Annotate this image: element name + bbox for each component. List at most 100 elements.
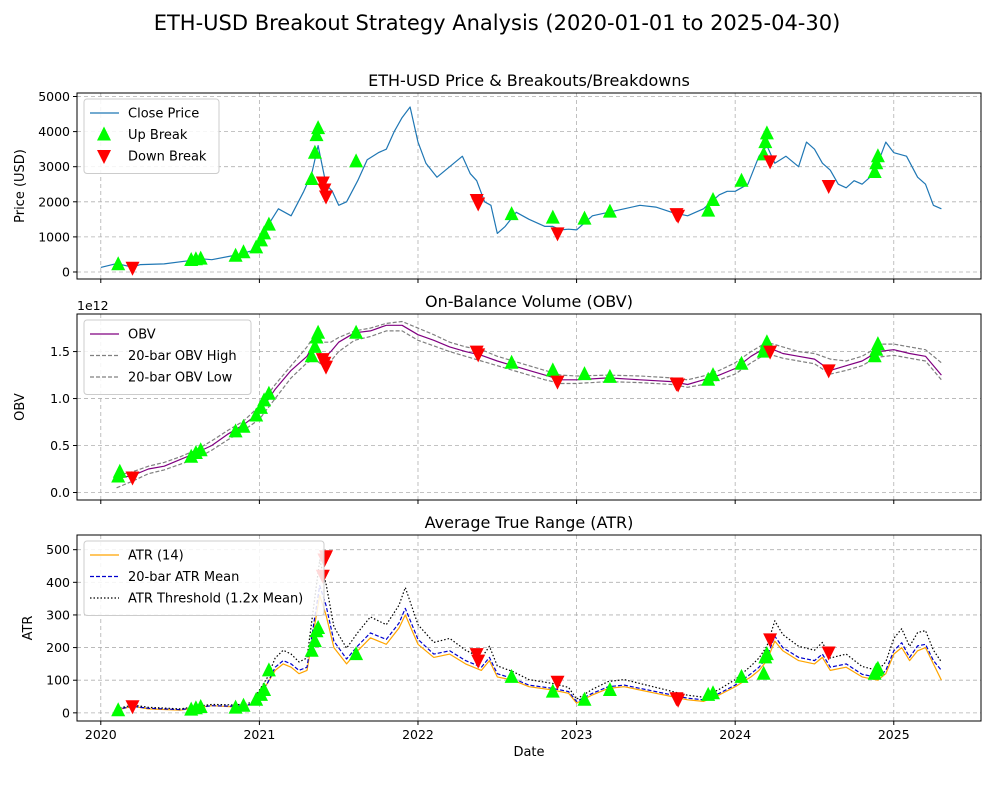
down-break-marker (671, 693, 686, 708)
obv-exponent-label: 1e12 (77, 298, 109, 313)
down-break-marker (471, 197, 486, 212)
price-ytick-label: 0 (62, 264, 70, 279)
up-break-marker (112, 463, 127, 478)
down-break-marker (671, 209, 686, 224)
up-break-marker (193, 699, 208, 713)
price-series-close-price (100, 106, 942, 268)
up-break-marker (602, 682, 617, 696)
atr-ytick-label: 200 (46, 640, 70, 655)
up-break-marker (545, 362, 560, 377)
legend-label: 20-bar OBV High (128, 349, 237, 364)
down-break-marker (821, 364, 836, 379)
legend-label: Close Price (128, 107, 199, 122)
up-break-marker (307, 338, 322, 353)
up-break-marker (111, 702, 126, 717)
down-break-marker (471, 654, 486, 669)
up-break-marker (759, 334, 774, 349)
up-break-marker (734, 172, 749, 187)
atr-panel-title: Average True Range (ATR) (425, 513, 634, 532)
price-legend: Close Price Up Break Down Break (83, 98, 220, 174)
down-break-marker (671, 378, 686, 393)
up-break-marker (311, 120, 326, 135)
up-break-marker (193, 250, 208, 265)
down-break-marker (471, 348, 486, 363)
up-break-marker (304, 171, 319, 185)
up-break-marker (261, 662, 276, 677)
down-break-marker (125, 261, 140, 276)
x-tick-label: 2021 (243, 727, 275, 742)
up-break-marker (758, 134, 773, 149)
up-break-marker (236, 244, 251, 259)
up-break-marker (545, 683, 560, 698)
up-break-marker (759, 646, 774, 661)
legend-label: Down Break (128, 150, 207, 165)
up-break-marker (706, 685, 720, 700)
up-break-marker (111, 256, 126, 271)
up-break-marker (257, 225, 272, 240)
atr-ytick-label: 100 (46, 673, 70, 688)
obv-ytick-label: 1.5 (50, 344, 70, 359)
legend-sample (97, 150, 111, 164)
x-tick-label: 2023 (561, 727, 593, 742)
down-break-marker (821, 646, 836, 661)
up-break-marker (759, 125, 774, 140)
up-break-marker (602, 368, 617, 383)
obv-ytick-label: 0.0 (50, 485, 70, 500)
legend-sample (97, 126, 111, 141)
up-break-marker (349, 646, 364, 661)
up-break-marker (756, 665, 771, 680)
down-break-marker (550, 675, 565, 690)
up-break-marker (734, 355, 749, 370)
up-break-marker (870, 336, 885, 351)
price-ytick-label: 4000 (38, 124, 70, 139)
price-ytick-label: 3000 (38, 159, 70, 174)
price-y-axis-label: Price (USD) (13, 149, 28, 223)
obv-series-20-bar-obv-high (116, 320, 942, 477)
obv-legend: OBV 20-bar OBV High 20-bar OBV Low (83, 319, 252, 395)
obv-axes-frame (76, 313, 982, 501)
down-break-marker (125, 700, 140, 715)
up-break-marker (257, 682, 272, 696)
legend-down-marker (97, 150, 111, 164)
up-break-marker (602, 203, 617, 218)
up-break-marker (311, 620, 326, 634)
x-tick-label: 2020 (85, 727, 117, 742)
legend-up-marker (97, 126, 111, 141)
atr-x-axis-label: Date (513, 745, 544, 760)
up-break-marker (307, 144, 322, 159)
legend-label: OBV (128, 328, 156, 343)
up-break-marker (867, 164, 882, 178)
atr-axes-frame (76, 534, 982, 722)
up-break-marker (706, 367, 720, 382)
price-ytick-label: 5000 (38, 89, 70, 104)
up-break-marker (236, 418, 251, 433)
x-tick-label: 2022 (402, 727, 434, 742)
up-break-marker (349, 324, 364, 339)
obv-panel-title: On-Balance Volume (OBV) (425, 292, 633, 311)
up-break-marker (228, 423, 243, 438)
up-break-marker (349, 153, 364, 168)
down-break-marker (125, 471, 140, 486)
up-break-marker (870, 148, 885, 163)
price-axes-frame (76, 92, 982, 280)
atr-series-atr-threshold-1-2x-mean (116, 559, 942, 710)
x-tick-label: 2025 (878, 727, 910, 742)
obv-ytick-label: 1.0 (50, 391, 70, 406)
down-break-marker (550, 227, 565, 242)
atr-panel: Average True Range (ATR) Date 0 100 200 300… (21, 513, 982, 760)
atr-ytick-label: 400 (46, 575, 70, 590)
atr-ytick-label: 500 (46, 542, 70, 557)
up-break-marker (193, 442, 208, 457)
obv-panel: On-Balance Volume (OBV) 0.0 0.5 1.0 1.5 OBV 1… (13, 292, 982, 504)
legend-box (83, 540, 325, 616)
up-break-marker (504, 668, 519, 683)
obv-y-axis-label: OBV (13, 393, 28, 421)
down-break-marker (821, 180, 836, 194)
up-break-marker (504, 206, 519, 221)
price-ytick-label: 2000 (38, 194, 70, 209)
atr-series-20-bar-atr-mean (116, 584, 942, 711)
legend-label: 20-bar OBV Low (128, 371, 233, 386)
up-break-marker (261, 385, 276, 400)
up-break-marker (577, 366, 592, 381)
